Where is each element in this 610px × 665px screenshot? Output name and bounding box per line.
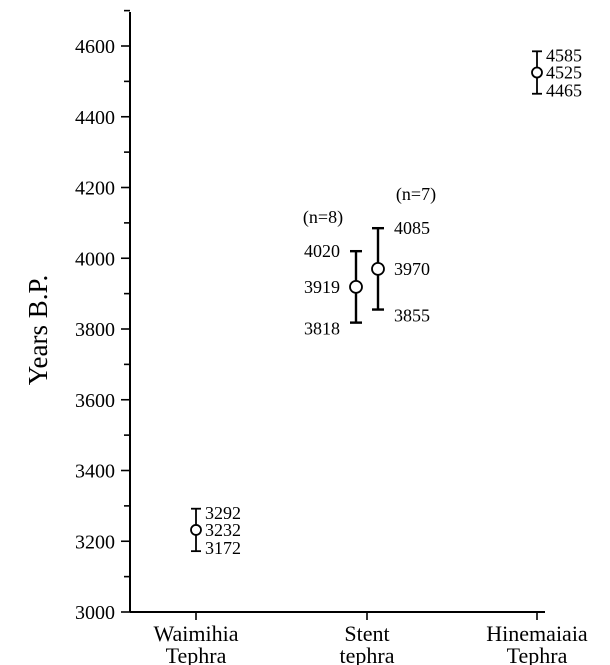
- y-tick-label: 3000: [75, 602, 115, 624]
- x-tick-label: Hinemaiaia: [486, 621, 588, 646]
- y-axis: 3000 3200 3400 3600 3800 4000 4200 4400 4600: [75, 9, 131, 624]
- y-tick-label: 4400: [75, 107, 115, 129]
- y-tick-label: 4600: [75, 36, 115, 58]
- y-tick-label: 3800: [75, 319, 115, 341]
- x-tick-label: Tephra: [507, 643, 568, 665]
- y-tick-label: 3600: [75, 390, 115, 412]
- x-tick-label: Stent: [344, 621, 389, 646]
- data-point: [349, 280, 363, 294]
- mean-value-label: 4525: [546, 63, 582, 83]
- upper-value-label: 4020: [304, 241, 340, 261]
- upper-value-label: 3292: [205, 503, 241, 523]
- x-tick-label: tephra: [340, 643, 395, 665]
- mean-value-label: 3919: [304, 277, 340, 297]
- lower-value-label: 3172: [205, 538, 241, 558]
- x-axis: WaimihiaTephraStenttephraHinemaiaiaTephr…: [130, 611, 588, 665]
- n-label: (n=8): [303, 207, 343, 228]
- x-tick-label: Waimihia: [154, 621, 239, 646]
- y-tick-label: 3200: [75, 531, 115, 553]
- data-point: [371, 261, 385, 276]
- y-axis-label: Years B.P.: [23, 275, 53, 386]
- lower-value-label: 3855: [394, 306, 430, 326]
- x-tick-label: Tephra: [166, 643, 227, 665]
- mean-value-label: 3232: [205, 520, 241, 540]
- data-point: [531, 66, 543, 79]
- upper-value-label: 4585: [546, 46, 582, 66]
- y-tick-label: 4000: [75, 248, 115, 270]
- n-label: (n=7): [396, 184, 436, 205]
- y-tick-label: 3400: [75, 461, 115, 483]
- lower-value-label: 4465: [546, 81, 582, 101]
- upper-value-label: 4085: [394, 218, 430, 238]
- mean-value-label: 3970: [394, 259, 430, 279]
- data-point: [190, 524, 202, 536]
- lower-value-label: 3818: [304, 319, 340, 339]
- y-tick-label: 4200: [75, 178, 115, 200]
